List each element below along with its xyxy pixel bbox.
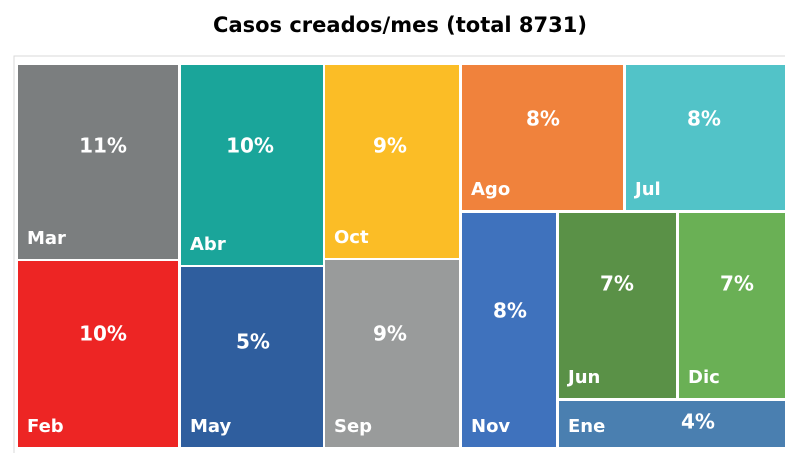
category-label: Oct [334, 227, 369, 248]
treemap-tile [325, 260, 459, 447]
category-label: Ene [568, 416, 605, 437]
treemap-tile [18, 65, 178, 259]
category-label: Feb [27, 416, 64, 437]
value-label: 5% [236, 330, 270, 354]
treemap-tile [181, 267, 323, 447]
category-label: Jul [633, 179, 661, 200]
category-label: May [190, 416, 232, 437]
treemap-tile [462, 213, 556, 447]
category-label: Jun [566, 367, 600, 388]
value-label: 8% [687, 107, 721, 131]
category-label: Dic [688, 367, 720, 388]
treemap-tile [462, 65, 623, 210]
category-label: Sep [334, 416, 372, 437]
treemap-tile [325, 65, 459, 258]
plot-border [13, 55, 785, 453]
value-label: 10% [226, 134, 274, 158]
treemap-tile [626, 65, 785, 210]
value-label: 8% [493, 299, 527, 323]
value-label: 9% [373, 134, 407, 158]
treemap-tile [559, 401, 785, 447]
value-label: 7% [600, 272, 634, 296]
category-label: Mar [27, 228, 66, 249]
value-label: 7% [720, 272, 754, 296]
treemap-tile [679, 213, 785, 398]
value-label: 4% [681, 410, 715, 434]
treemap-tile [18, 261, 178, 447]
treemap-tile [181, 65, 323, 265]
category-label: Abr [190, 234, 226, 255]
value-label: 9% [373, 322, 407, 346]
category-label: Nov [471, 416, 510, 437]
value-label: 10% [79, 322, 127, 346]
category-label: Ago [471, 179, 510, 200]
value-label: 8% [526, 107, 560, 131]
chart-title: Casos creados/mes (total 8731) [213, 13, 587, 37]
treemap-tile [559, 213, 676, 398]
value-label: 11% [79, 134, 127, 158]
